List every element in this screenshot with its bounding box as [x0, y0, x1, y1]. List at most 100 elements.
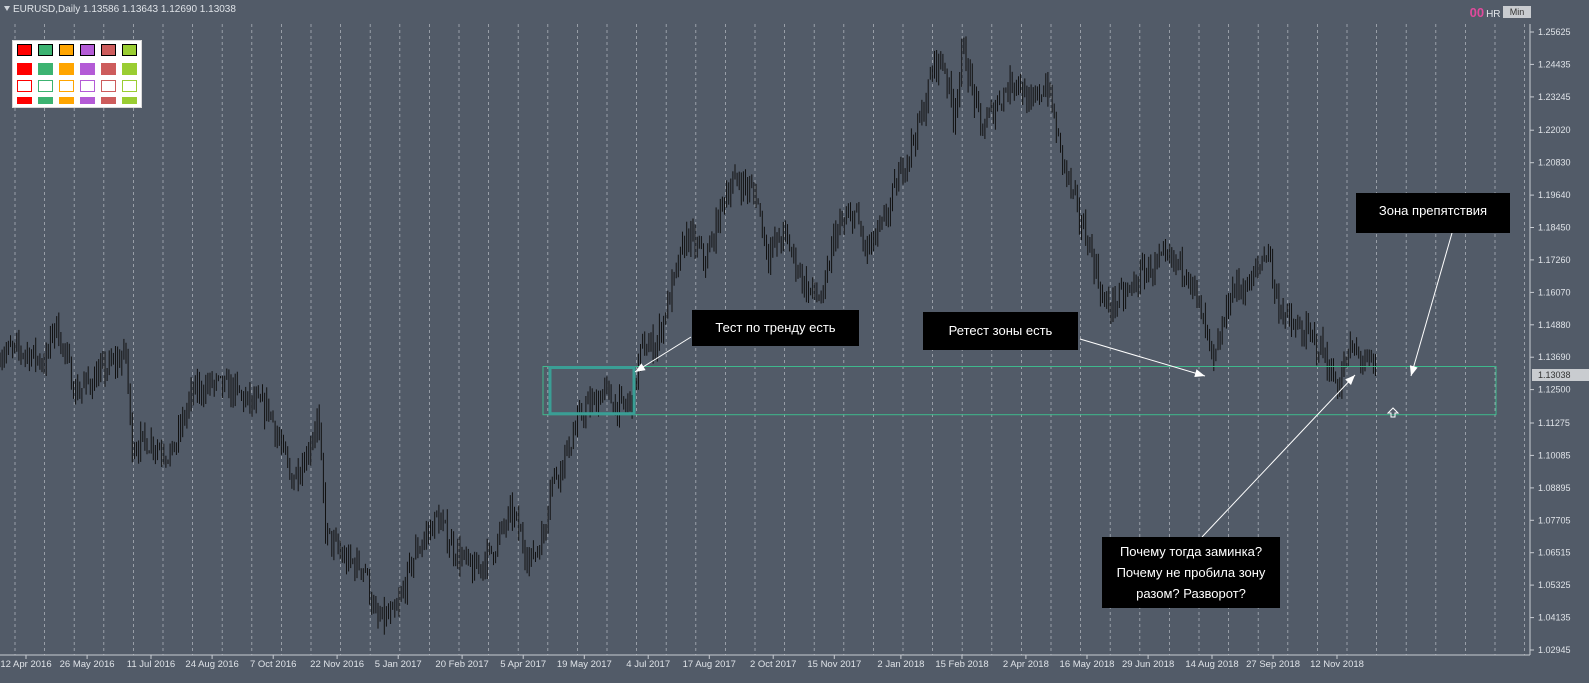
question-line-3: разом? Разворот? [1136, 586, 1246, 601]
arrow-obstacle-zone [1409, 232, 1453, 377]
y-tick-label: 1.14880 [1538, 320, 1571, 330]
arrow-line [634, 336, 692, 373]
palette-swatch[interactable] [80, 80, 95, 92]
x-tick-label: 14 Aug 2018 [1185, 659, 1238, 670]
arrow-trend-test [634, 336, 692, 373]
arrow-line [1410, 232, 1453, 377]
x-tick-label: 16 May 2018 [1060, 659, 1115, 670]
palette-swatch[interactable] [80, 97, 95, 104]
palette-swatch[interactable] [80, 44, 95, 56]
y-tick-label: 1.13690 [1538, 352, 1571, 362]
x-tick-label: 2 Jan 2018 [877, 659, 924, 670]
arrow-head [635, 363, 646, 372]
y-tick-label: 1.19640 [1538, 190, 1571, 200]
palette-swatch[interactable] [122, 97, 137, 104]
note-trend-test: Тест по тренду есть [692, 310, 859, 346]
x-tick-label: 12 Nov 2018 [1310, 659, 1364, 670]
x-tick-label: 11 Jul 2016 [127, 659, 175, 670]
note-zone-retest: Ретест зоны есть [923, 312, 1078, 350]
arrow-question [1201, 374, 1356, 538]
symbol-title: EURUSD,Daily 1.13586 1.13643 1.12690 1.1… [4, 4, 236, 15]
palette-swatch[interactable] [101, 63, 116, 75]
y-tick-label: 1.24435 [1538, 59, 1571, 69]
y-tick-label: 1.12500 [1538, 385, 1571, 395]
palette-swatch[interactable] [38, 63, 53, 75]
y-tick-label: 1.25625 [1538, 27, 1571, 37]
arrow-zone-retest [1079, 338, 1206, 377]
current-price-tag [1532, 369, 1589, 381]
question-line-1: Почему тогда заминка? [1119, 544, 1263, 559]
x-tick-label: 22 Nov 2016 [310, 659, 364, 670]
palette-swatch[interactable] [38, 97, 53, 104]
note-questions: Почему тогда заминка? Почему не пробила … [1102, 537, 1280, 608]
highlight-box [548, 366, 636, 416]
x-tick-label: 2 Apr 2018 [1003, 659, 1049, 670]
x-tick-label: 24 Aug 2016 [185, 659, 238, 670]
note-obstacle-zone: Зона препятствия [1356, 193, 1510, 233]
symbol-line: EURUSD,Daily 1.13586 1.13643 1.12690 1.1… [13, 4, 236, 15]
y-tick-label: 1.04135 [1538, 613, 1571, 623]
palette-swatch[interactable] [59, 63, 74, 75]
palette-swatch[interactable] [17, 97, 32, 104]
indicator-hr-label: HR [1486, 9, 1501, 20]
x-tick-label: 26 May 2016 [60, 659, 115, 670]
x-tick-label: 15 Feb 2018 [935, 659, 988, 670]
x-tick-label: 12 Apr 2016 [0, 659, 51, 670]
y-tick-label: 1.17260 [1538, 255, 1571, 265]
palette-swatch[interactable] [59, 44, 74, 56]
x-tick-label: 2 Oct 2017 [750, 659, 796, 670]
palette-swatch[interactable] [80, 63, 95, 75]
min-button[interactable]: Min [1503, 6, 1531, 18]
resistance-zone [542, 366, 1497, 416]
y-tick-label: 1.05325 [1538, 580, 1571, 590]
x-tick-label: 7 Oct 2016 [250, 659, 296, 670]
y-tick-label: 1.22020 [1538, 125, 1571, 135]
palette-swatch[interactable] [59, 97, 74, 104]
y-tick-label: 1.07705 [1538, 515, 1571, 525]
x-tick-label: 5 Apr 2017 [500, 659, 546, 670]
up-arrow-icon [1386, 407, 1400, 418]
palette-swatch[interactable] [59, 80, 74, 92]
arrow-head [1409, 365, 1418, 376]
palette-swatch[interactable] [122, 63, 137, 75]
y-tick-label: 1.06515 [1538, 548, 1571, 558]
y-tick-label: 1.16070 [1538, 287, 1571, 297]
y-tick-label: 1.10085 [1538, 450, 1571, 460]
y-tick-label: 1.02945 [1538, 645, 1571, 655]
palette-swatch[interactable] [122, 44, 137, 56]
arrow-line [1079, 338, 1206, 377]
palette-swatch[interactable] [17, 80, 32, 92]
x-tick-label: 4 Jul 2017 [626, 659, 670, 670]
palette-swatch[interactable] [101, 80, 116, 92]
y-tick-label: 1.11275 [1538, 418, 1570, 428]
arrow-head [1345, 375, 1355, 385]
palette-swatch[interactable] [38, 80, 53, 92]
x-tick-label: 15 Nov 2017 [807, 659, 861, 670]
counter-a: 00 [1469, 5, 1485, 20]
palette-swatch[interactable] [17, 44, 32, 56]
palette-swatch[interactable] [101, 97, 116, 104]
palette-swatch[interactable] [101, 44, 116, 56]
y-tick-label: 1.08895 [1538, 483, 1571, 493]
palette-swatch[interactable] [17, 63, 32, 75]
x-tick-label: 5 Jan 2017 [375, 659, 422, 670]
x-tick-label: 29 Jun 2018 [1122, 659, 1174, 670]
collapse-triangle-icon[interactable] [4, 6, 10, 11]
y-tick-label: 1.23245 [1538, 92, 1571, 102]
x-tick-label: 17 Aug 2017 [683, 659, 736, 670]
x-tick-label: 20 Feb 2017 [435, 659, 488, 670]
x-tick-label: 19 May 2017 [557, 659, 612, 670]
color-palette-panel[interactable] [12, 40, 142, 108]
question-line-2: Почему не пробила зону [1116, 565, 1266, 580]
palette-swatch[interactable] [122, 80, 137, 92]
y-tick-label: 1.20830 [1538, 158, 1571, 168]
arrow-head [1194, 369, 1205, 377]
candles-group [0, 36, 1376, 635]
palette-swatch[interactable] [38, 44, 53, 56]
arrow-line [1201, 374, 1356, 538]
x-tick-label: 27 Sep 2018 [1246, 659, 1300, 670]
current-price-label: 1.13038 [1538, 370, 1571, 380]
y-tick-label: 1.18450 [1538, 223, 1571, 233]
